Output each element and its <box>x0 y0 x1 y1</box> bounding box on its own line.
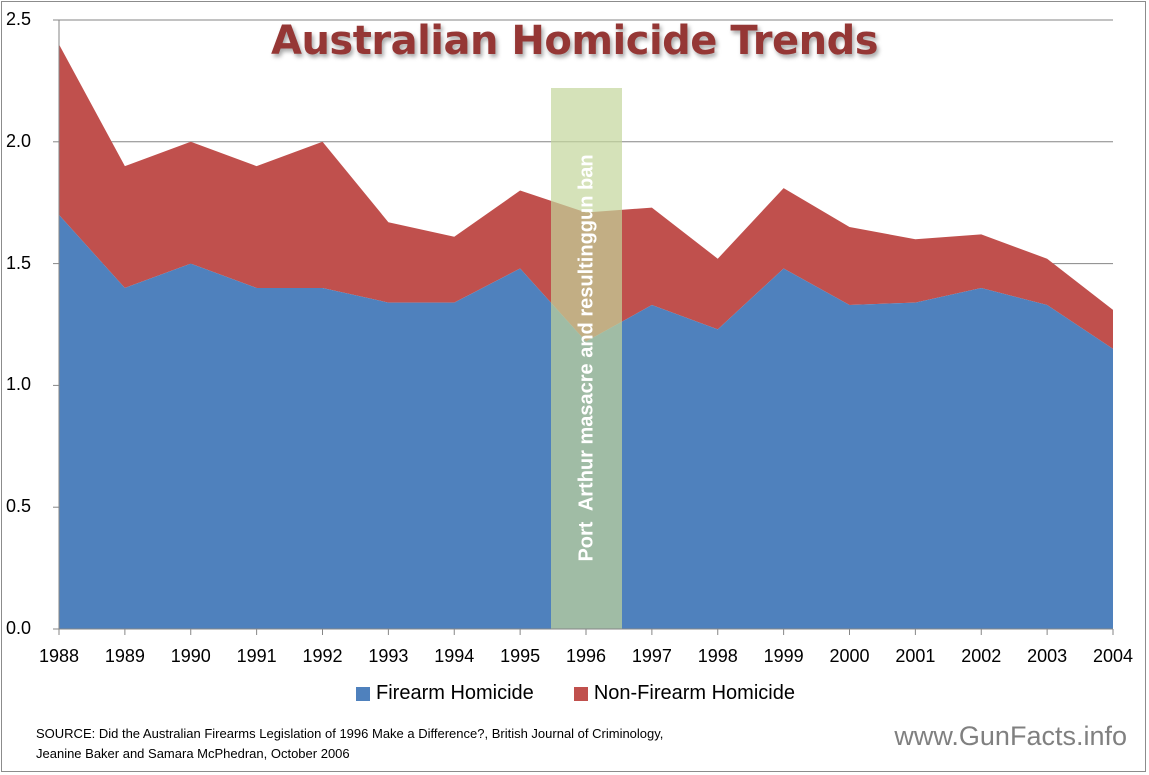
legend-label: Firearm Homicide <box>376 682 534 704</box>
y-tick-label: 1.5 <box>6 252 32 273</box>
x-tick-label: 1992 <box>302 646 343 666</box>
x-tick-label: 1997 <box>631 646 672 666</box>
x-tick-label: 1988 <box>38 646 80 666</box>
legend-item-firearm: Firearm Homicide <box>356 682 534 705</box>
axes <box>53 19 1114 635</box>
y-tick-label: 2.0 <box>6 130 32 151</box>
gun-ban-annotation-band <box>551 88 622 629</box>
y-tick-label: 2.5 <box>6 9 32 29</box>
legend: Firearm Homicide Non-Firearm Homicide <box>356 682 835 705</box>
x-tick-label: 1998 <box>697 646 738 666</box>
x-tick-label: 1994 <box>434 646 475 666</box>
x-tick-label: 2004 <box>1092 646 1134 666</box>
y-tick-label: 0.0 <box>6 618 32 638</box>
annotation-band <box>551 88 622 629</box>
source-citation: SOURCE: Did the Australian Firearms Legi… <box>36 726 664 761</box>
site-watermark: www.GunFacts.info <box>894 721 1127 751</box>
non-firearm-area <box>59 44 1113 349</box>
x-tick-label: 2000 <box>829 646 870 666</box>
x-tick-label: 1995 <box>500 646 541 666</box>
x-tick-label: 2003 <box>1027 646 1068 666</box>
x-tick-label: 1990 <box>170 646 211 666</box>
x-tick-label: 2001 <box>895 646 936 666</box>
chart-title: Australian Homicide Trends <box>270 18 879 64</box>
x-tick-label: 1991 <box>236 646 277 666</box>
legend-label: Non-Firearm Homicide <box>593 682 795 704</box>
x-tick-label: 1989 <box>104 646 145 666</box>
x-tick-label: 1996 <box>565 646 607 666</box>
x-tick-label: 2002 <box>961 646 1002 666</box>
x-tick-label: 1993 <box>368 646 409 666</box>
legend-item-non-firearm: Non-Firearm Homicide <box>573 682 795 705</box>
legend-swatch-non-firearm <box>573 686 588 701</box>
legend-swatch-firearm <box>356 686 370 701</box>
x-tick-label: 1999 <box>763 646 804 666</box>
y-tick-label: 1.0 <box>6 374 32 395</box>
y-tick-label: 0.5 <box>6 496 32 517</box>
annotation-label: Port Arthur masacre and resultinggun ban <box>575 154 598 562</box>
